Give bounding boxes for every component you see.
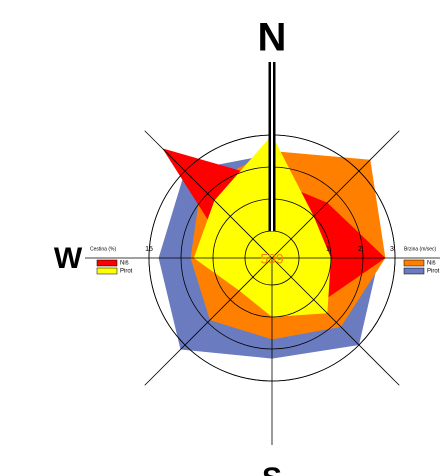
axis-line (144, 130, 273, 259)
direction-label: W (54, 242, 83, 275)
legend-swatch (403, 259, 425, 267)
calm-label: 599 (260, 251, 284, 267)
area (193, 135, 331, 317)
axis-line (271, 257, 400, 386)
direction-label: N (258, 16, 287, 60)
y-axis-label: Cestina (%) (90, 246, 116, 252)
axis-line (144, 257, 273, 386)
y2-axis-label: Brzina (m/sec) (404, 246, 437, 252)
legend-label: Niš (120, 261, 129, 267)
legend-label: Pirot (120, 269, 133, 275)
y2-tick-label: 2 (358, 246, 362, 253)
y2-tick-label: 1 (326, 246, 330, 253)
y2-tick-label: 3 (390, 246, 394, 253)
legend-label: Niš (427, 261, 436, 267)
legend-label: Pirot (427, 269, 440, 275)
legend-swatch (403, 267, 425, 275)
axis-line (271, 130, 400, 259)
north-arrow (271, 62, 273, 231)
legend-swatch (96, 259, 118, 267)
y-tick-label: 15 (145, 246, 153, 253)
direction-label: S (262, 462, 282, 476)
legend-swatch (96, 267, 118, 275)
